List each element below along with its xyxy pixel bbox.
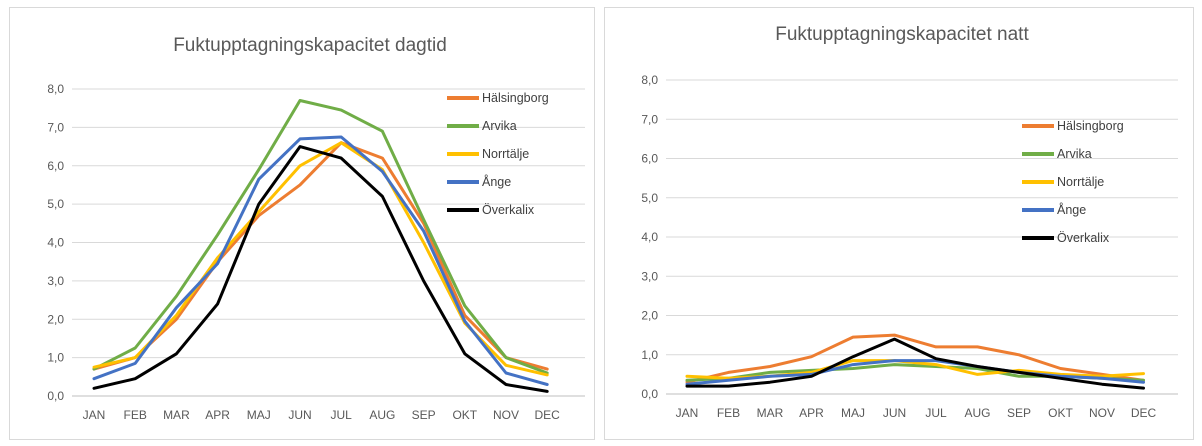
x-tick-label: AUG — [964, 406, 990, 420]
y-tick-label: 1,0 — [641, 348, 658, 362]
chart-title: Fuktupptagningskapacitet natt — [775, 24, 1029, 45]
y-tick-label: 3,0 — [641, 269, 658, 283]
y-tick-label: 5,0 — [47, 197, 64, 211]
chart-title: Fuktupptagningskapacitet dagtid — [173, 35, 447, 56]
chart-natt: Fuktupptagningskapacitet natt 0,0 1,0 2,0 3,… — [641, 24, 1178, 420]
x-tick-label: JAN — [676, 406, 699, 420]
legend-label: Ånge — [482, 174, 511, 189]
y-tick-label: 0,0 — [641, 387, 658, 401]
x-tick-label: MAR — [757, 406, 784, 420]
y-tick-label: 8,0 — [641, 73, 658, 87]
y-tick-label: 3,0 — [47, 274, 64, 288]
x-tick-label: MAJ — [841, 406, 865, 420]
legend-label: Ånge — [1057, 202, 1086, 217]
x-tick-label: NOV — [493, 408, 519, 422]
legend-label: Arvika — [1057, 147, 1092, 161]
legend-label: Överkalix — [482, 203, 535, 217]
series-line — [685, 337, 1145, 390]
y-tick-label: 4,0 — [641, 230, 658, 244]
x-tick-label: JUN — [883, 406, 906, 420]
x-tick-label: AUG — [369, 408, 395, 422]
y-tick-label: 7,0 — [47, 120, 64, 134]
x-tick-label: JUL — [925, 406, 947, 420]
chart-dagtid: Fuktupptagningskapacitet dagtid 0,0 1,0 2,0… — [47, 35, 585, 422]
series-line — [92, 145, 549, 393]
x-tick-label: DEC — [535, 408, 561, 422]
series-line — [92, 135, 549, 386]
x-tick-label: JUL — [331, 408, 353, 422]
legend-label: Arvika — [482, 119, 517, 133]
y-tick-label: 4,0 — [47, 236, 64, 250]
x-tick-label: SEP — [412, 408, 436, 422]
x-tick-label: DEC — [1131, 406, 1157, 420]
series-line — [92, 141, 549, 371]
legend-label: Överkalix — [1057, 231, 1110, 245]
x-tick-label: OKT — [452, 408, 477, 422]
y-tick-label: 6,0 — [641, 152, 658, 166]
x-tick-label: MAJ — [247, 408, 271, 422]
y-tick-label: 2,0 — [641, 309, 658, 323]
y-tick-label: 8,0 — [47, 82, 64, 96]
x-tick-label: APR — [205, 408, 230, 422]
x-tick-label: FEB — [124, 408, 147, 422]
legend-label: Norrtälje — [482, 147, 529, 161]
legend-label: Hälsingborg — [482, 91, 549, 105]
x-tick-label: FEB — [717, 406, 740, 420]
legend-label: Norrtälje — [1057, 175, 1104, 189]
chart-panel-natt: Fuktupptagningskapacitet natt 0,0 1,0 2,0 3,… — [604, 7, 1194, 440]
y-tick-label: 2,0 — [47, 312, 64, 326]
y-tick-label: 5,0 — [641, 191, 658, 205]
series-line — [685, 359, 1145, 386]
x-tick-label: OKT — [1048, 406, 1073, 420]
x-tick-label: MAR — [163, 408, 190, 422]
series-line — [685, 333, 1145, 384]
chart-panel-dagtid: Fuktupptagningskapacitet dagtid 0,0 1,0 2,0… — [9, 7, 595, 440]
x-tick-label: SEP — [1007, 406, 1031, 420]
legend-label: Hälsingborg — [1057, 119, 1124, 133]
x-tick-label: JUN — [288, 408, 311, 422]
y-tick-label: 0,0 — [47, 389, 64, 403]
y-tick-label: 6,0 — [47, 159, 64, 173]
series-line — [92, 99, 549, 375]
x-tick-label: APR — [799, 406, 824, 420]
y-tick-label: 1,0 — [47, 351, 64, 365]
y-tick-label: 7,0 — [641, 112, 658, 126]
x-tick-label: JAN — [83, 408, 106, 422]
x-tick-label: NOV — [1089, 406, 1115, 420]
